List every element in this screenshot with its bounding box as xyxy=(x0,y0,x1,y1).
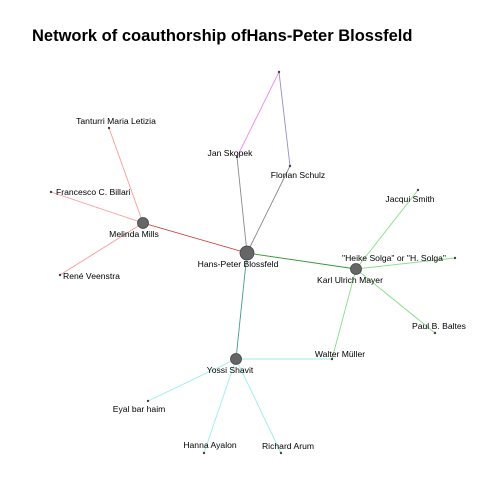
label-rene: René Veenstra xyxy=(63,271,120,281)
label-tanturri: Tanturri Maria Letizia xyxy=(76,116,156,126)
label-hpb: Hans-Peter Blossfeld xyxy=(198,259,279,269)
edge-skopek-top xyxy=(237,72,279,157)
label-arum: Richard Arum xyxy=(262,441,314,451)
node-hpb xyxy=(240,246,254,260)
label-yossi: Yossi Shavit xyxy=(207,365,254,375)
edge-schulz-top xyxy=(279,72,290,166)
node-baltes xyxy=(434,332,436,334)
node-billari xyxy=(50,191,52,193)
label-kum: Karl Ulrich Mayer xyxy=(317,275,383,285)
label-skopek: Jan Skopek xyxy=(208,148,254,158)
node-solga xyxy=(454,257,456,259)
edge-hpb-skopek xyxy=(237,157,247,253)
node-arum xyxy=(280,452,282,454)
node-rene xyxy=(59,274,61,276)
node-melinda xyxy=(138,218,149,229)
label-eyal: Eyal bar haim xyxy=(113,404,166,414)
label-billari: Francesco C. Billari xyxy=(56,187,131,197)
label-jacqui: Jacqui Smith xyxy=(385,194,434,204)
label-baltes: Paul B. Baltes xyxy=(412,321,466,331)
label-melinda: Melinda Mills xyxy=(109,229,159,239)
label-solga: "Heike Solga" or "H. Solga" xyxy=(342,253,446,263)
node-jacqui xyxy=(417,189,419,191)
label-schulz: Florian Schulz xyxy=(271,170,325,180)
edge-melinda-tanturri xyxy=(109,128,143,223)
label-muller: Walter Müller xyxy=(315,349,365,359)
label-layer: Hans-Peter Blossfeld Melinda Mills Karl Ul… xyxy=(56,116,466,451)
node-eyal xyxy=(147,400,149,402)
node-top xyxy=(278,71,280,73)
node-yossi xyxy=(231,354,242,365)
node-hanna xyxy=(203,452,205,454)
label-hanna: Hanna Ayalon xyxy=(183,440,237,450)
node-schulz xyxy=(289,165,291,167)
node-tanturri xyxy=(108,127,110,129)
node-kum xyxy=(351,264,362,275)
